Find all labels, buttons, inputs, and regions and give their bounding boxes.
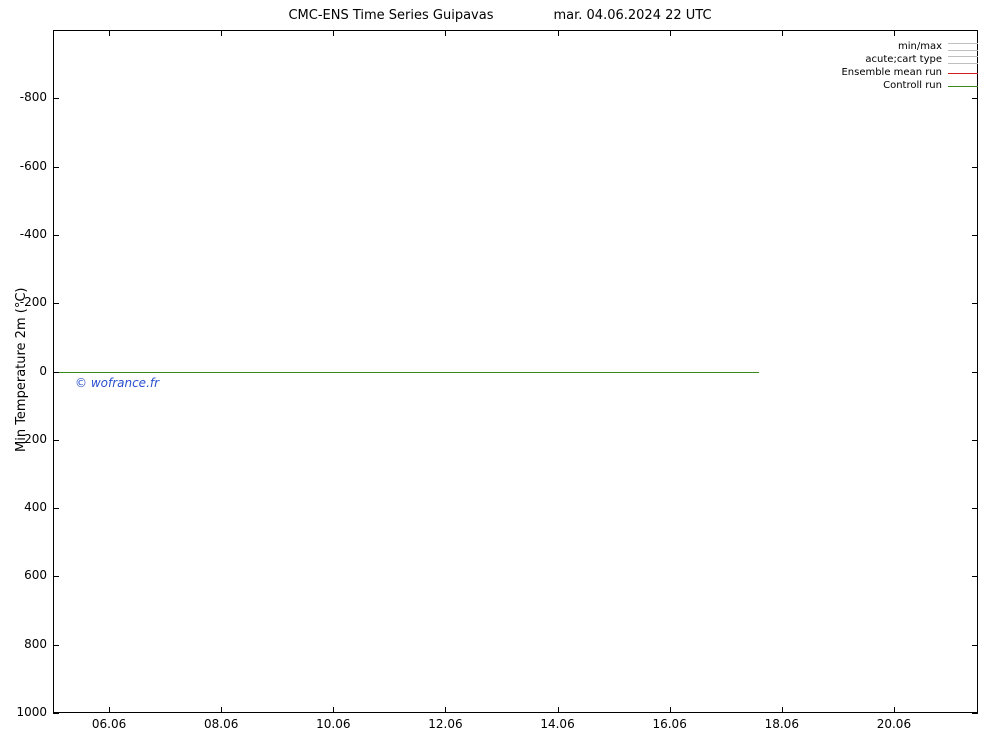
x-tick xyxy=(221,30,222,36)
y-tick xyxy=(972,98,978,99)
y-tick xyxy=(972,713,978,714)
legend-swatch xyxy=(948,82,978,90)
x-tick-label: 08.06 xyxy=(204,717,238,731)
y-tick xyxy=(53,372,59,373)
y-tick xyxy=(53,645,59,646)
x-tick xyxy=(445,707,446,713)
x-tick xyxy=(894,707,895,713)
x-tick xyxy=(558,30,559,36)
x-tick xyxy=(333,707,334,713)
y-tick xyxy=(53,713,59,714)
y-tick xyxy=(972,235,978,236)
x-tick xyxy=(109,707,110,713)
y-tick xyxy=(972,508,978,509)
y-tick-label: 0 xyxy=(0,364,47,378)
chart-legend: min/maxacute;cart typeEnsemble mean runC… xyxy=(841,40,978,92)
y-tick-label: 200 xyxy=(0,432,47,446)
y-tick xyxy=(53,508,59,509)
y-tick xyxy=(53,235,59,236)
x-tick xyxy=(670,707,671,713)
y-tick xyxy=(53,98,59,99)
legend-item: acute;cart type xyxy=(841,53,978,66)
legend-item: Ensemble mean run xyxy=(841,66,978,79)
y-tick-label: 1000 xyxy=(0,705,47,719)
x-tick-label: 06.06 xyxy=(92,717,126,731)
y-tick xyxy=(972,645,978,646)
legend-label: Ensemble mean run xyxy=(841,67,942,79)
y-tick-label: -400 xyxy=(0,227,47,241)
x-tick xyxy=(894,30,895,36)
x-tick xyxy=(333,30,334,36)
y-tick-label: 800 xyxy=(0,637,47,651)
y-tick xyxy=(972,167,978,168)
legend-swatch xyxy=(948,56,978,64)
x-tick xyxy=(109,30,110,36)
y-tick-label: -800 xyxy=(0,90,47,104)
legend-swatch xyxy=(948,43,978,51)
legend-swatch xyxy=(948,69,978,77)
y-tick-label: 600 xyxy=(0,568,47,582)
x-tick xyxy=(670,30,671,36)
chart-title-right: mar. 04.06.2024 22 UTC xyxy=(553,8,711,23)
y-tick-label: -200 xyxy=(0,295,47,309)
x-tick xyxy=(445,30,446,36)
x-tick xyxy=(782,707,783,713)
watermark-text: © wofrance.fr xyxy=(75,376,159,390)
x-tick-label: 16.06 xyxy=(652,717,686,731)
legend-item: min/max xyxy=(841,40,978,53)
x-tick-label: 10.06 xyxy=(316,717,350,731)
y-tick xyxy=(53,576,59,577)
x-tick xyxy=(221,707,222,713)
x-tick-label: 18.06 xyxy=(765,717,799,731)
y-tick-label: -600 xyxy=(0,159,47,173)
legend-label: Controll run xyxy=(883,80,942,92)
y-tick xyxy=(53,167,59,168)
x-tick xyxy=(558,707,559,713)
x-tick-label: 14.06 xyxy=(540,717,574,731)
chart-title-left: CMC-ENS Time Series Guipavas xyxy=(288,8,493,23)
y-tick xyxy=(972,372,978,373)
y-tick xyxy=(972,440,978,441)
chart-title-row: CMC-ENS Time Series Guipavas mar. 04.06.… xyxy=(0,8,1000,23)
y-tick xyxy=(972,576,978,577)
legend-item: Controll run xyxy=(841,79,978,92)
legend-label: min/max xyxy=(898,41,942,53)
y-tick-label: 400 xyxy=(0,500,47,514)
x-tick-label: 20.06 xyxy=(877,717,911,731)
y-tick xyxy=(53,303,59,304)
x-tick-label: 12.06 xyxy=(428,717,462,731)
legend-label: acute;cart type xyxy=(865,54,942,66)
control-run-line xyxy=(53,372,759,373)
chart-canvas: CMC-ENS Time Series Guipavas mar. 04.06.… xyxy=(0,0,1000,733)
y-tick xyxy=(972,303,978,304)
x-tick xyxy=(782,30,783,36)
y-tick xyxy=(53,440,59,441)
